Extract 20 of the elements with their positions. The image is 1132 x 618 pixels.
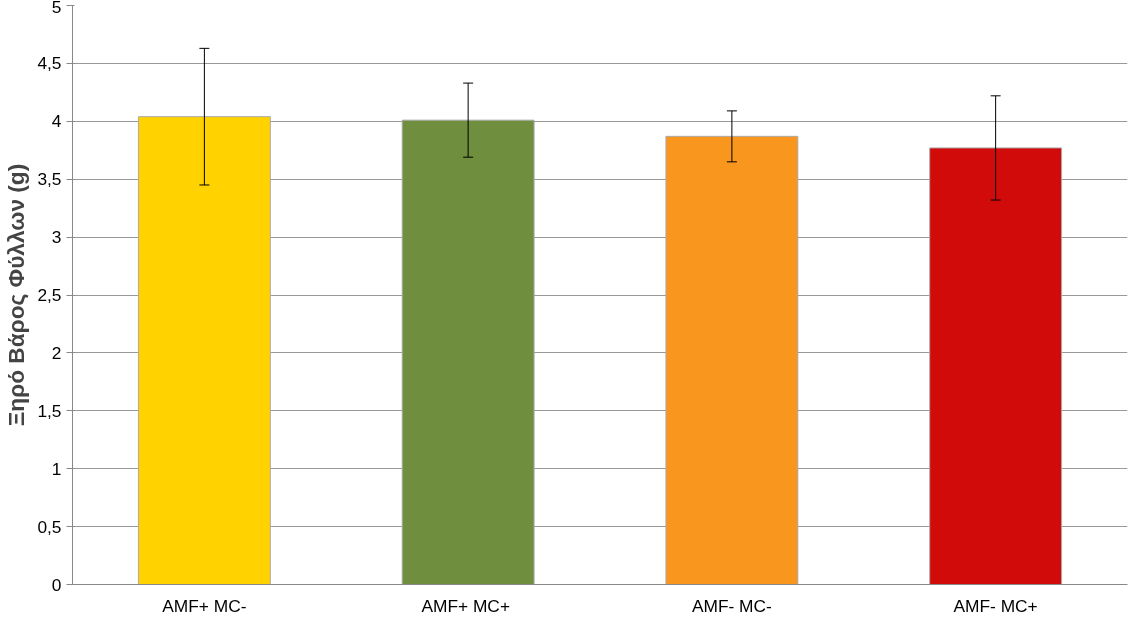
bar [665, 135, 799, 585]
x-tick-label: AMF+ MC- [162, 595, 247, 616]
x-tick-label: AMF+ MC+ [421, 595, 511, 616]
y-tick-label: 1 [51, 458, 62, 479]
x-tick-label: AMF- MC+ [953, 595, 1038, 616]
y-tick-label: 3,5 [37, 169, 62, 190]
y-tick-label: 2 [51, 342, 62, 363]
bar [137, 116, 271, 585]
y-tick-label: 1,5 [37, 400, 62, 421]
y-tick-label: 4,5 [37, 53, 62, 74]
y-axis-title: Ξηρό Βάρος Φύλλων (g) [3, 163, 30, 427]
y-tick-label: 5 [51, 0, 62, 17]
bar [401, 119, 535, 585]
y-tick-label: 0,5 [37, 516, 62, 537]
bar [929, 147, 1063, 585]
y-tick-label: 2,5 [37, 285, 62, 305]
y-tick-label: 3 [51, 227, 62, 248]
x-tick-label: AMF- MC- [691, 595, 772, 616]
y-tick-label: 4 [51, 111, 62, 132]
y-tick-label: 0 [51, 574, 62, 595]
